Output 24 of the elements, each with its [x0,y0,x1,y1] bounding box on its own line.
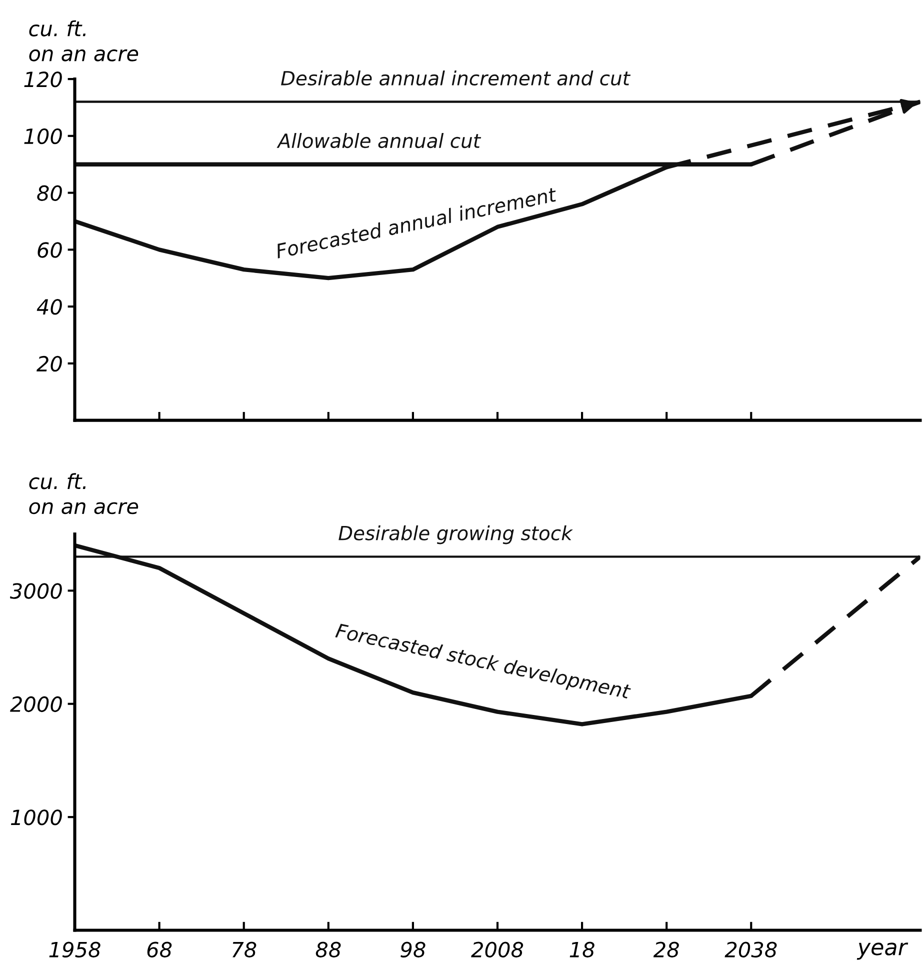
x-tick-label: 88 [316,942,341,958]
y-axis-title: cu. ft. on an acre [29,20,138,62]
y-tick-label: 1000 [10,810,62,826]
series-label: Desirable annual increment and cut [281,70,631,86]
x-tick-label: 68 [147,942,172,958]
x-tick-label: 18 [570,942,594,958]
series-label: Allowable annual cut [276,133,482,148]
x-tick-label: 78 [232,942,256,958]
y-tick-label: 60 [38,242,62,258]
y-tick-label: 2000 [10,696,62,712]
x-tick-label: 2008 [471,942,524,958]
y-tick-label: 80 [37,185,62,202]
y-tick-label: 120 [24,72,62,88]
x-axis-title: year [856,942,908,960]
y-tick-label: 40 [36,299,62,315]
x-tick-label: 98 [400,942,426,958]
series-label: Desirable growing stock [338,525,573,544]
x-tick-label: 28 [653,942,679,958]
y-tick-label: 20 [36,356,62,372]
y-tick-label: 3000 [10,583,62,599]
x-tick-label: 2038 [724,942,777,958]
x-tick-label: 1958 [49,942,100,958]
y-axis-title: cu. ft. on an acre [29,473,138,514]
y-tick-label: 100 [24,128,62,144]
